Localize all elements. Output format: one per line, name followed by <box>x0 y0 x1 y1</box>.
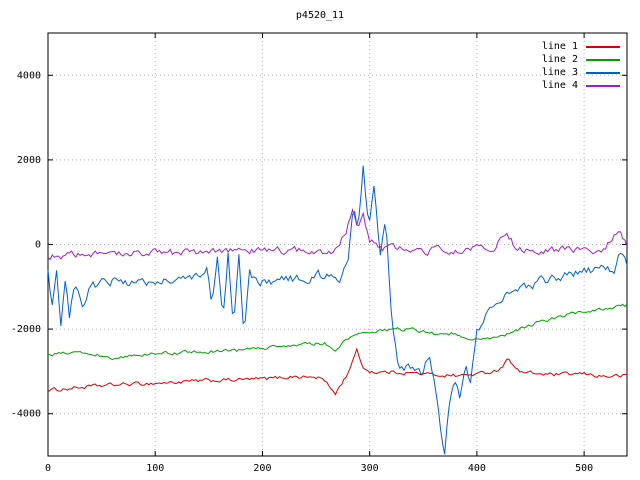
legend-item-1: line 1 <box>542 41 620 52</box>
chart-title: p4520_11 <box>295 10 345 21</box>
legend-item-3: line 3 <box>542 67 620 78</box>
y-tick-label: 2000 <box>17 155 41 166</box>
y-tick-label: 4000 <box>17 70 41 81</box>
x-tick-label: 300 <box>361 463 379 474</box>
legend-label: line 4 <box>541 80 578 91</box>
series-line-4 <box>47 208 628 261</box>
y-tick-label: -4000 <box>11 409 41 420</box>
x-tick-label: 500 <box>575 463 593 474</box>
legend-line-sample <box>586 58 620 61</box>
y-tick-label: 0 <box>35 240 41 251</box>
legend-line-sample <box>586 45 620 48</box>
y-tick-label: -2000 <box>11 324 41 335</box>
legend-label: line 2 <box>541 54 578 65</box>
series-line-3 <box>47 165 628 455</box>
plot-border <box>47 32 628 457</box>
series-line-2 <box>47 303 628 361</box>
x-tick-label: 100 <box>146 463 164 474</box>
legend-label: line 3 <box>541 67 578 78</box>
legend-item-2: line 2 <box>542 54 620 65</box>
legend-line-sample <box>586 84 620 87</box>
x-tick-label: 200 <box>253 463 271 474</box>
legend: line 1 line 2 line 3 line 4 <box>542 41 620 91</box>
legend-line-sample <box>586 71 620 74</box>
x-tick-label: 0 <box>45 463 51 474</box>
series-line-1 <box>47 347 628 396</box>
legend-item-4: line 4 <box>542 80 620 91</box>
x-tick-label: 400 <box>468 463 486 474</box>
legend-label: line 1 <box>541 41 578 52</box>
